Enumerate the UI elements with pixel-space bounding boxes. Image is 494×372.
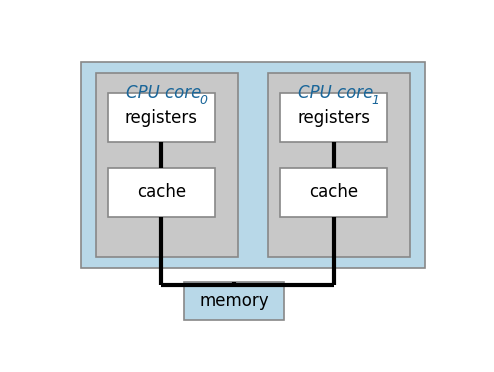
Bar bbox=[280, 93, 387, 142]
Bar bbox=[280, 168, 387, 217]
Text: 1: 1 bbox=[372, 94, 380, 107]
Bar bbox=[108, 93, 215, 142]
Text: memory: memory bbox=[199, 292, 269, 310]
Text: CPU core: CPU core bbox=[298, 84, 373, 102]
Bar bbox=[184, 282, 284, 320]
Text: 0: 0 bbox=[200, 94, 207, 107]
Bar bbox=[108, 168, 215, 217]
Bar bbox=[269, 73, 410, 257]
Text: cache: cache bbox=[137, 183, 186, 201]
Text: registers: registers bbox=[125, 109, 198, 127]
Bar bbox=[96, 73, 238, 257]
Text: CPU core: CPU core bbox=[125, 84, 201, 102]
Text: registers: registers bbox=[297, 109, 370, 127]
Bar bbox=[81, 62, 425, 268]
Text: cache: cache bbox=[309, 183, 358, 201]
